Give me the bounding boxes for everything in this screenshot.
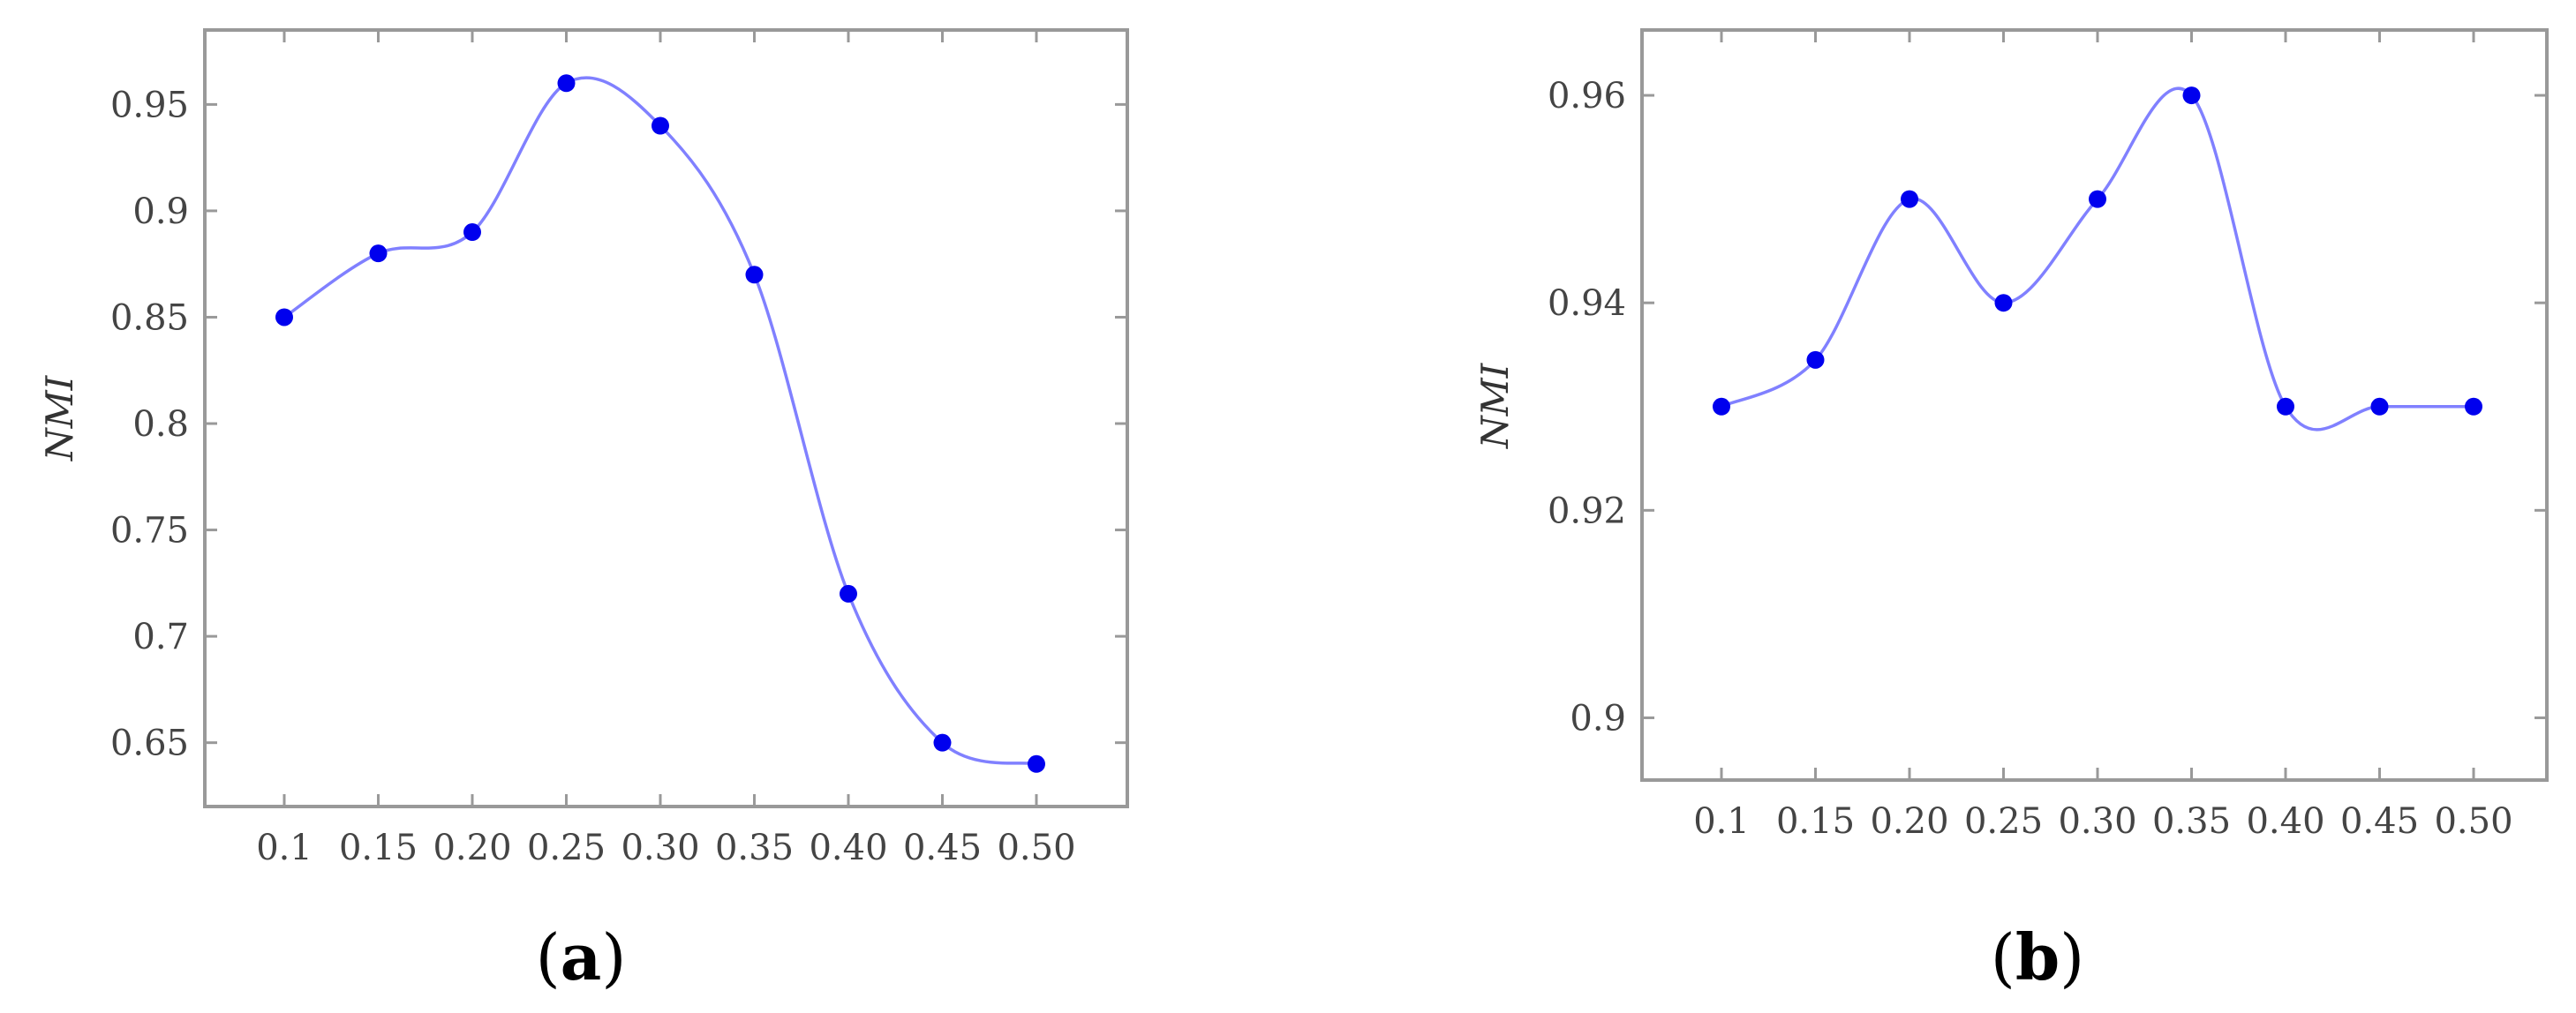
- y-tick-label: 0.85: [110, 297, 189, 338]
- panel-label-a-letter: a: [561, 919, 602, 994]
- x-tick-label: 0.40: [2246, 801, 2324, 842]
- data-point: [275, 308, 293, 326]
- panel-label-b: (b): [1991, 919, 2085, 994]
- data-point: [2277, 397, 2294, 416]
- plot-frame-a: [203, 28, 1129, 808]
- data-point: [557, 74, 576, 93]
- x-tick-label: 0.20: [433, 828, 511, 868]
- panel-label-b-letter: b: [2015, 919, 2060, 994]
- y-axis-label-b: NMI: [1473, 362, 1517, 449]
- plot-frame-b: [1640, 28, 2549, 782]
- data-point: [840, 584, 857, 603]
- x-tick-label: 0.40: [809, 828, 887, 868]
- y-tick-label: 0.9: [132, 191, 189, 232]
- x-tick-label: 0.1: [1693, 801, 1750, 842]
- data-point: [2089, 190, 2106, 208]
- data-point: [1901, 190, 1918, 208]
- series-line-a: [283, 76, 1037, 766]
- x-ticks-a: 0.1 0.15 0.20 0.25 0.30 0.35 0.40 0.45 0.50: [256, 30, 1076, 868]
- data-point: [2370, 397, 2389, 416]
- data-point: [463, 223, 481, 242]
- chart-panel-a: NMI 0.65 0.7 0.75 0.8 0.85 0.9 0.95 0.1 0.15 0.2…: [38, 28, 1129, 994]
- panel-label-a: (a): [536, 919, 627, 994]
- y-tick-label: 0.7: [132, 617, 189, 657]
- x-tick-label: 0.35: [715, 828, 794, 868]
- series-markers-b: [1713, 86, 2482, 416]
- y-tick-label: 0.75: [110, 511, 189, 552]
- series-line-b: [1721, 86, 2474, 431]
- y-tick-label: 0.8: [132, 404, 189, 445]
- y-tick-label: 0.92: [1548, 491, 1626, 531]
- chart-panel-b: NMI 0.90.920.940.96 0.1 0.15 0.20 0.25 0.30 0…: [1473, 28, 2549, 994]
- data-point: [1994, 294, 2013, 312]
- x-tick-label: 0.35: [2152, 801, 2231, 842]
- data-point: [369, 244, 388, 263]
- data-point: [652, 116, 669, 135]
- x-tick-label: 0.50: [997, 828, 1075, 868]
- data-point: [745, 266, 764, 284]
- data-point: [933, 733, 952, 752]
- x-tick-label: 0.30: [621, 828, 699, 868]
- y-tick-label: 0.9: [1570, 698, 1626, 739]
- x-tick-label: 0.30: [2058, 801, 2136, 842]
- y-tick-label: 0.95: [110, 85, 189, 125]
- data-point: [2182, 86, 2201, 105]
- y-ticks-a: 0.65 0.7 0.75 0.8 0.85 0.9 0.95: [110, 85, 1127, 764]
- x-tick-label: 0.25: [1964, 801, 2043, 842]
- x-ticks-b: 0.1 0.15 0.20 0.25 0.30 0.35 0.40 0.45 0.50: [1693, 30, 2513, 842]
- x-tick-label: 0.45: [903, 828, 982, 868]
- x-tick-label: 0.50: [2434, 801, 2512, 842]
- y-ticks-b: 0.9 0.92 0.94 0.96: [1548, 76, 2547, 739]
- y-tick-label: 0.94: [1548, 283, 1626, 324]
- x-tick-label: 0.15: [339, 828, 418, 868]
- data-point: [1713, 397, 1730, 416]
- x-tick-label: 0.20: [1870, 801, 1948, 842]
- y-tick-label: 0.96: [1548, 76, 1626, 116]
- y-axis-label-a: NMI: [38, 374, 81, 461]
- x-tick-label: 0.25: [527, 828, 606, 868]
- x-tick-label: 0.1: [256, 828, 313, 868]
- y-tick-label: 0.65: [110, 724, 189, 764]
- data-point: [2465, 397, 2482, 416]
- x-tick-label: 0.45: [2340, 801, 2419, 842]
- series-markers-a: [275, 74, 1045, 773]
- data-point: [1028, 754, 1045, 773]
- x-tick-label: 0.15: [1776, 801, 1855, 842]
- data-point: [1806, 350, 1825, 369]
